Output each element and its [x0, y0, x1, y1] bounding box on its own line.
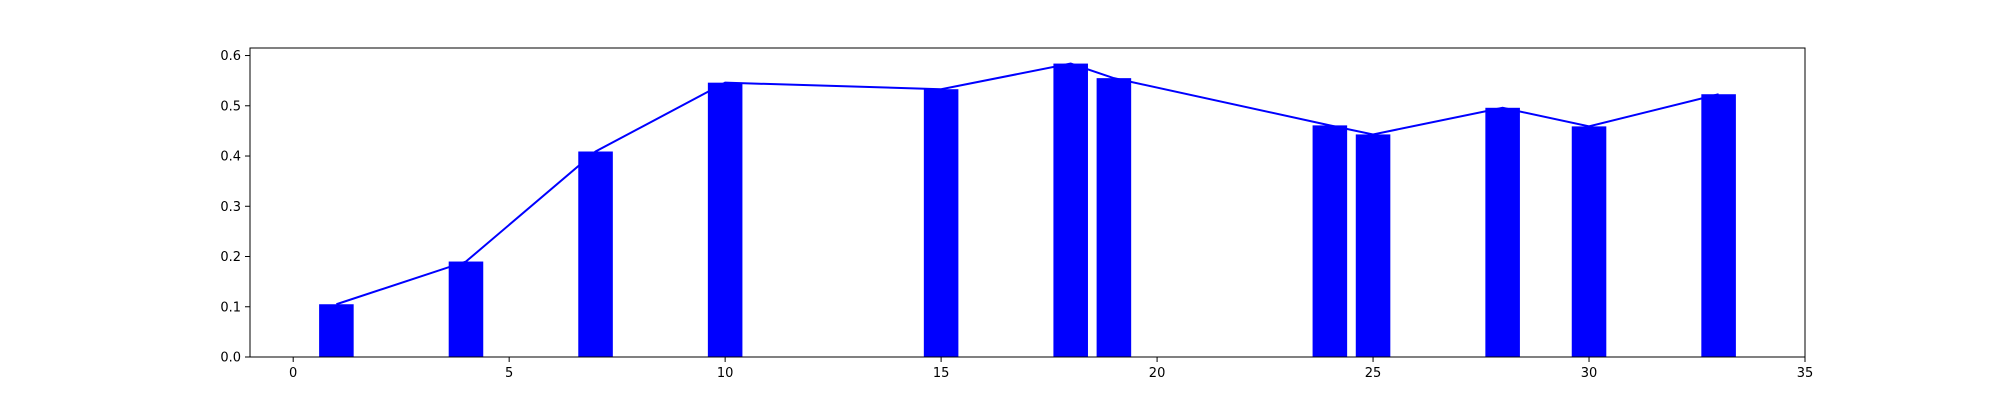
bar — [1053, 63, 1088, 357]
x-tick-label: 0 — [289, 366, 297, 381]
y-tick-label: 0.6 — [220, 49, 241, 64]
x-tick-label: 25 — [1365, 366, 1382, 381]
x-tick-label: 30 — [1581, 366, 1598, 381]
bar — [319, 304, 354, 357]
y-tick-label: 0.0 — [220, 351, 241, 366]
x-tick-label: 35 — [1797, 366, 1814, 381]
x-axis: 0 5 10 15 20 25 30 35 — [289, 357, 1813, 381]
y-tick-label: 0.4 — [220, 150, 241, 165]
bar — [1355, 134, 1391, 357]
y-tick-label: 0.3 — [220, 200, 241, 215]
bar — [448, 261, 484, 357]
x-tick-label: 5 — [505, 366, 513, 381]
bar-series — [319, 63, 1736, 358]
bar — [1701, 94, 1736, 357]
y-tick-label: 0.1 — [220, 300, 241, 315]
y-tick-label: 0.5 — [220, 99, 241, 114]
y-axis: 0.0 0.1 0.2 0.3 0.4 0.5 0.6 — [220, 49, 250, 366]
y-tick-label: 0.2 — [220, 250, 241, 265]
series-line — [336, 62, 1719, 306]
x-tick-label: 10 — [717, 366, 734, 381]
bar — [1096, 78, 1132, 358]
bar — [1571, 126, 1607, 357]
line-series — [336, 62, 1719, 306]
x-tick-label: 20 — [1149, 366, 1166, 381]
bar — [1312, 125, 1348, 357]
x-tick-label: 15 — [933, 366, 950, 381]
plot-frame — [249, 47, 1806, 358]
bar — [923, 89, 959, 357]
bar — [578, 151, 613, 357]
bar — [1485, 107, 1520, 357]
bar — [707, 82, 743, 358]
